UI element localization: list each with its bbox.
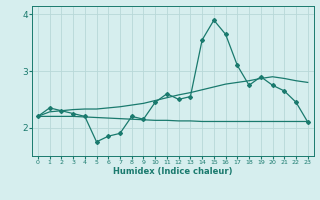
X-axis label: Humidex (Indice chaleur): Humidex (Indice chaleur) bbox=[113, 167, 233, 176]
